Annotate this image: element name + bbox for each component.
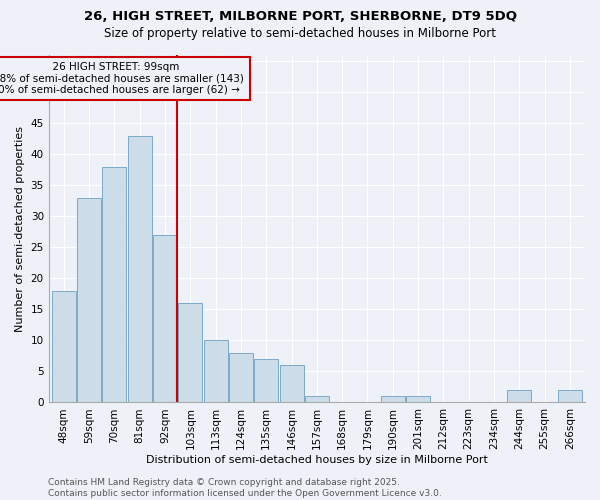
Text: Size of property relative to semi-detached houses in Milborne Port: Size of property relative to semi-detach… xyxy=(104,28,496,40)
Bar xyxy=(77,198,101,402)
Bar xyxy=(203,340,227,402)
X-axis label: Distribution of semi-detached houses by size in Milborne Port: Distribution of semi-detached houses by … xyxy=(146,455,488,465)
Bar xyxy=(558,390,582,402)
Bar xyxy=(178,303,202,402)
Text: Contains HM Land Registry data © Crown copyright and database right 2025.
Contai: Contains HM Land Registry data © Crown c… xyxy=(48,478,442,498)
Bar xyxy=(254,359,278,403)
Text: 26 HIGH STREET: 99sqm
← 68% of semi-detached houses are smaller (143)
  30% of s: 26 HIGH STREET: 99sqm ← 68% of semi-deta… xyxy=(0,62,244,95)
Bar xyxy=(280,365,304,403)
Bar xyxy=(507,390,531,402)
Bar xyxy=(153,235,177,402)
Bar xyxy=(381,396,405,402)
Bar xyxy=(52,291,76,403)
Bar xyxy=(128,136,152,402)
Bar xyxy=(305,396,329,402)
Bar xyxy=(229,353,253,403)
Y-axis label: Number of semi-detached properties: Number of semi-detached properties xyxy=(15,126,25,332)
Bar xyxy=(406,396,430,402)
Text: 26, HIGH STREET, MILBORNE PORT, SHERBORNE, DT9 5DQ: 26, HIGH STREET, MILBORNE PORT, SHERBORN… xyxy=(83,10,517,23)
Bar xyxy=(103,166,127,402)
